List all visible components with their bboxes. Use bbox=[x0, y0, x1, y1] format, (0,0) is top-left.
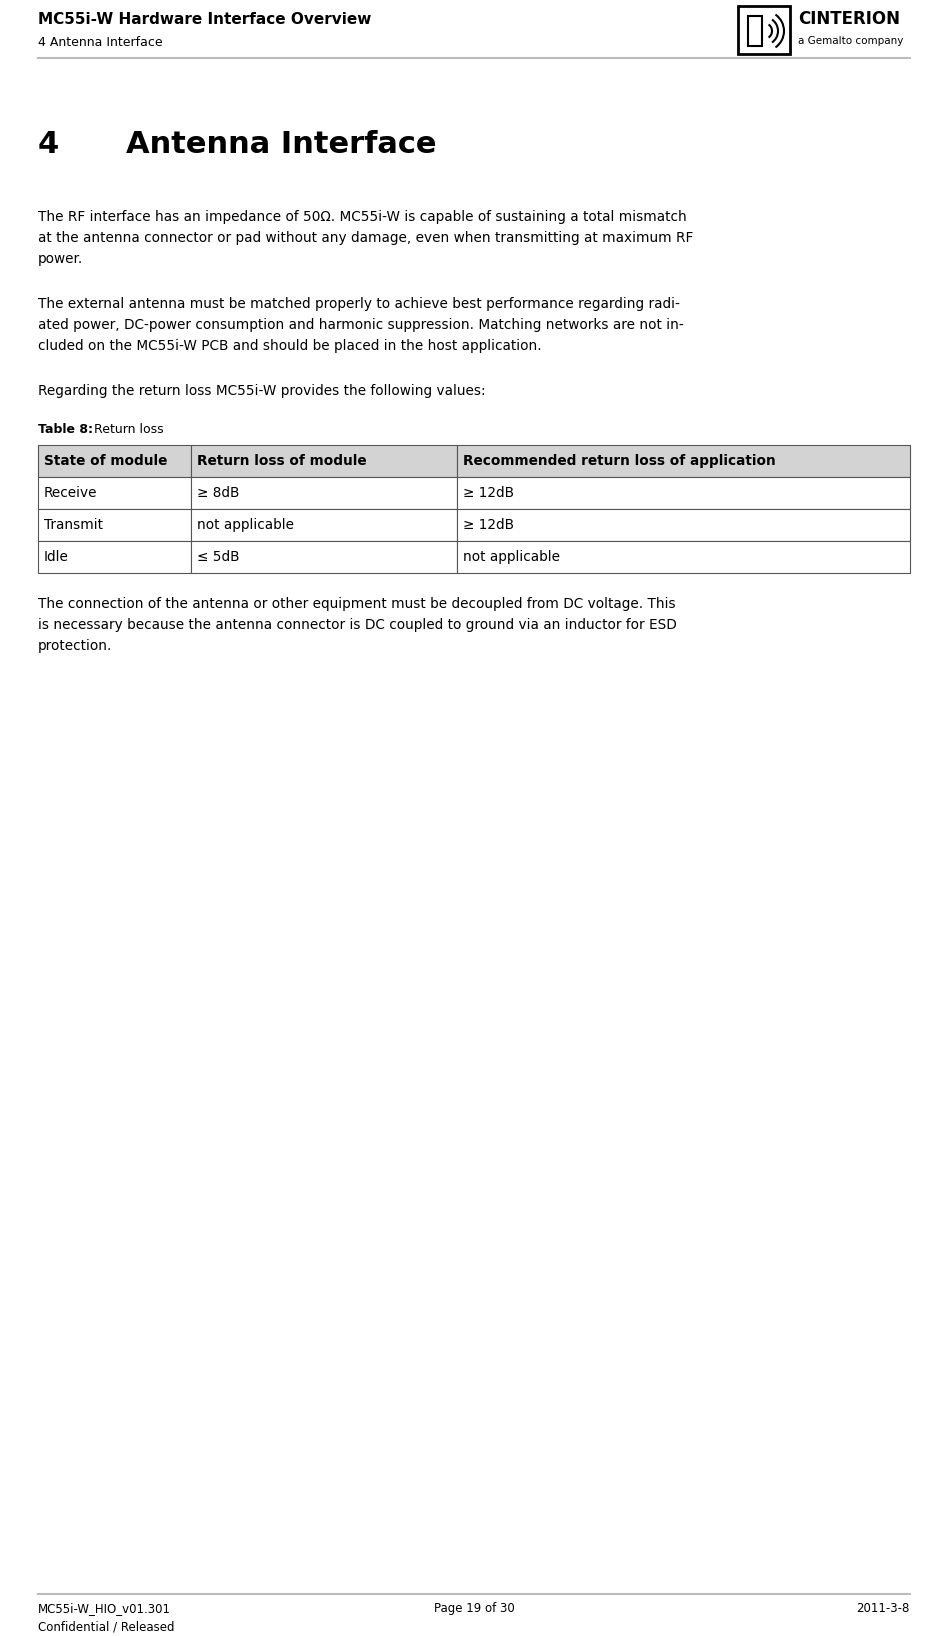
Text: cluded on the MC55i-W PCB and should be placed in the host application.: cluded on the MC55i-W PCB and should be … bbox=[38, 339, 541, 353]
Text: power.: power. bbox=[38, 252, 83, 267]
Text: The external antenna must be matched properly to achieve best performance regard: The external antenna must be matched pro… bbox=[38, 298, 680, 311]
Text: 4 Antenna Interface: 4 Antenna Interface bbox=[38, 36, 163, 49]
Bar bbox=[191, 542, 457, 573]
Text: MC55i-W_HIO_v01.301: MC55i-W_HIO_v01.301 bbox=[38, 1602, 171, 1615]
Text: MC55i-W Hardware Interface Overview: MC55i-W Hardware Interface Overview bbox=[38, 11, 372, 28]
Text: 2011-3-8: 2011-3-8 bbox=[857, 1602, 910, 1615]
Text: Confidential / Released: Confidential / Released bbox=[38, 1620, 174, 1633]
Text: Return loss of module: Return loss of module bbox=[196, 455, 366, 468]
Text: ≥ 12dB: ≥ 12dB bbox=[463, 519, 514, 532]
Text: ≤ 5dB: ≤ 5dB bbox=[196, 550, 239, 564]
Bar bbox=[457, 542, 910, 573]
Bar bbox=[38, 478, 191, 509]
Text: Antenna Interface: Antenna Interface bbox=[126, 129, 436, 159]
Text: ≥ 12dB: ≥ 12dB bbox=[463, 486, 514, 501]
Text: not applicable: not applicable bbox=[463, 550, 559, 564]
Text: a Gemalto company: a Gemalto company bbox=[798, 36, 903, 46]
Bar bbox=[191, 478, 457, 509]
Bar bbox=[748, 16, 762, 46]
Text: Idle: Idle bbox=[44, 550, 69, 564]
Text: The RF interface has an impedance of 50Ω. MC55i-W is capable of sustaining a tot: The RF interface has an impedance of 50Ω… bbox=[38, 209, 686, 224]
Text: Page 19 of 30: Page 19 of 30 bbox=[433, 1602, 515, 1615]
Text: Return loss: Return loss bbox=[86, 424, 164, 437]
Bar bbox=[191, 445, 457, 478]
Bar bbox=[191, 509, 457, 542]
Bar bbox=[457, 445, 910, 478]
Text: Transmit: Transmit bbox=[44, 519, 103, 532]
Bar bbox=[457, 509, 910, 542]
Text: ated power, DC-power consumption and harmonic suppression. Matching networks are: ated power, DC-power consumption and har… bbox=[38, 317, 684, 332]
Text: 4: 4 bbox=[38, 129, 59, 159]
Bar bbox=[457, 478, 910, 509]
Bar bbox=[38, 542, 191, 573]
Text: at the antenna connector or pad without any damage, even when transmitting at ma: at the antenna connector or pad without … bbox=[38, 231, 693, 245]
Bar bbox=[38, 445, 191, 478]
Text: The connection of the antenna or other equipment must be decoupled from DC volta: The connection of the antenna or other e… bbox=[38, 597, 676, 610]
Text: CINTERION: CINTERION bbox=[798, 10, 900, 28]
Bar bbox=[38, 509, 191, 542]
Text: Table 8:: Table 8: bbox=[38, 424, 93, 437]
Text: not applicable: not applicable bbox=[196, 519, 294, 532]
Text: Recommended return loss of application: Recommended return loss of application bbox=[463, 455, 775, 468]
Text: Receive: Receive bbox=[44, 486, 98, 501]
Bar bbox=[738, 7, 790, 54]
Text: Regarding the return loss MC55i-W provides the following values:: Regarding the return loss MC55i-W provid… bbox=[38, 384, 485, 398]
Text: State of module: State of module bbox=[44, 455, 168, 468]
Text: protection.: protection. bbox=[38, 640, 113, 653]
Text: is necessary because the antenna connector is DC coupled to ground via an induct: is necessary because the antenna connect… bbox=[38, 618, 677, 631]
Text: ≥ 8dB: ≥ 8dB bbox=[196, 486, 239, 501]
